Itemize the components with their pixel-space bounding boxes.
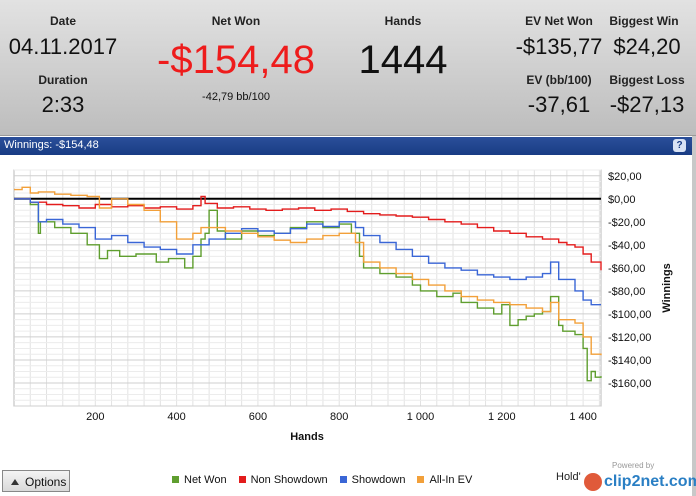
right-scroll-edge <box>692 136 696 496</box>
legend-item: Non Showdown <box>238 474 328 486</box>
y-tick-label: -$120,00 <box>608 332 651 344</box>
x-tick-label: 800 <box>330 411 348 423</box>
ev-netwon-label: EV Net Won <box>525 14 593 28</box>
chart-grid <box>14 169 601 407</box>
duration-value: 2:33 <box>41 92 85 117</box>
y-tick-label: -$80,00 <box>608 286 645 298</box>
help-icon[interactable]: ? <box>673 139 686 152</box>
legend-item: Showdown <box>339 474 406 486</box>
winnings-chart-area: 200 400 600 800 1 000 1 200 1 400 $20,00 $0,00 -… <box>0 156 692 468</box>
winnings-panel-title-bar: Winnings: -$154,48 ? <box>0 137 692 155</box>
series-line-non-showdown <box>14 195 602 271</box>
y-tick-label: -$20,00 <box>608 217 645 229</box>
duration-label: Duration <box>38 73 88 87</box>
legend-label: All-In EV <box>429 474 473 486</box>
chart-series-group <box>14 186 602 382</box>
legend-label: Showdown <box>351 474 406 486</box>
y-tick-label: $20,00 <box>608 171 642 183</box>
legend-swatch <box>339 476 347 483</box>
watermark-powered-text: Powered by <box>612 461 655 470</box>
biggest-win-value: $24,20 <box>613 34 681 59</box>
game-type-label: Hold' <box>556 471 581 483</box>
y-axis-ticks: $20,00 $0,00 -$20,00 -$40,00 -$60,00 -$80,00 -… <box>608 171 651 390</box>
options-button-label: Options <box>25 475 67 489</box>
y-axis-label: Winnings <box>661 263 673 312</box>
clip2net-logo-icon <box>584 473 602 491</box>
plot-background <box>13 169 602 407</box>
legend-swatch <box>172 476 179 483</box>
legend-label: Net Won <box>184 474 227 486</box>
ev-netwon-value: -$135,77 <box>515 34 603 59</box>
legend-label: Non Showdown <box>250 474 328 486</box>
x-axis-ticks: 200 400 600 800 1 000 1 200 1 400 <box>86 411 597 423</box>
y-tick-label: -$140,00 <box>608 355 651 367</box>
x-tick-label: 600 <box>249 411 267 423</box>
legend-swatch <box>417 476 425 483</box>
ev-bb100-label: EV (bb/100) <box>526 73 592 87</box>
x-axis-label: Hands <box>290 431 324 443</box>
x-tick-label: 1 000 <box>407 411 435 423</box>
biggest-loss-value: -$27,13 <box>609 92 685 117</box>
winnings-chart: 200 400 600 800 1 000 1 200 1 400 $20,00 $0,00 -… <box>13 169 673 443</box>
y-tick-label: -$40,00 <box>608 240 645 252</box>
x-tick-label: 200 <box>86 411 104 423</box>
date-label: Date <box>49 14 76 28</box>
options-button[interactable]: Options <box>2 470 70 492</box>
chart-legend: Net Won Non Showdown Showdown All-In EV <box>172 474 484 486</box>
x-tick-label: 1 200 <box>488 411 516 423</box>
watermark-text: clip2net.com <box>604 473 696 490</box>
y-tick-label: $0,00 <box>608 194 636 206</box>
biggest-loss-label: Biggest Loss <box>609 73 685 87</box>
stats-header: Date 04.11.2017 Duration 2:33 Net Won -$… <box>0 0 696 136</box>
netwon-value: -$154,48 <box>157 38 315 82</box>
netwon-bb100: -42,79 bb/100 <box>202 91 270 103</box>
series-line-showdown <box>14 198 601 306</box>
biggest-win-label: Biggest Win <box>609 14 679 28</box>
date-value: 04.11.2017 <box>8 34 118 59</box>
ev-bb100-value: -37,61 <box>527 92 591 117</box>
clip2net-watermark: Powered by clip2net.com <box>582 461 696 495</box>
x-tick-label: 1 400 <box>569 411 597 423</box>
hands-value: 1444 <box>358 38 448 82</box>
netwon-label: Net Won <box>211 14 261 28</box>
y-tick-label: -$160,00 <box>608 378 651 390</box>
series-line-all-in-ev <box>14 186 602 356</box>
legend-item: All-In EV <box>417 474 472 486</box>
legend-swatch <box>238 476 246 483</box>
y-tick-label: -$60,00 <box>608 263 645 275</box>
winnings-panel-title: Winnings: -$154,48 <box>4 139 99 151</box>
y-tick-label: -$100,00 <box>608 309 651 321</box>
triangle-up-icon <box>11 479 19 485</box>
legend-item: Net Won <box>172 474 227 486</box>
hands-label: Hands <box>384 14 422 28</box>
x-tick-label: 400 <box>167 411 185 423</box>
